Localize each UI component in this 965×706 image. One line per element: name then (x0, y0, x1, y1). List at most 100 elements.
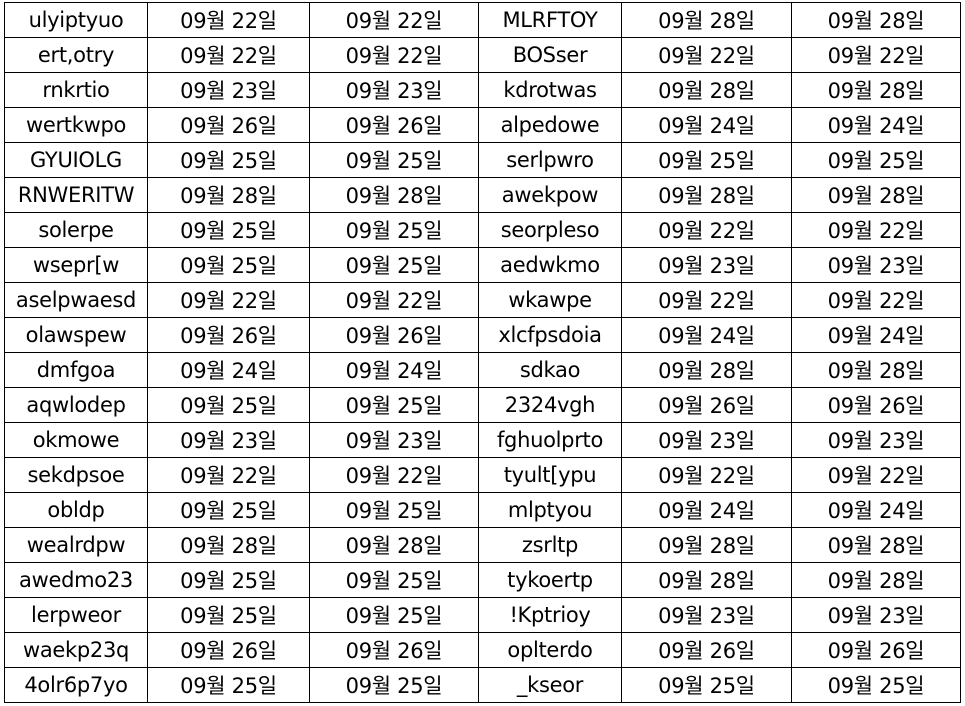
name-cell[interactable]: sdkao (478, 352, 622, 388)
date-cell[interactable]: 09월 26일 (147, 107, 310, 143)
date-cell[interactable]: 09월 25일 (621, 667, 792, 703)
name-cell[interactable]: aedwkmo (478, 247, 622, 283)
name-cell[interactable]: waekp23q (4, 632, 148, 668)
name-cell[interactable]: aqwlodep (4, 387, 148, 423)
date-cell[interactable]: 09월 22일 (147, 2, 310, 38)
date-cell[interactable]: 09월 24일 (791, 317, 961, 353)
date-cell[interactable]: 09월 28일 (147, 527, 310, 563)
date-cell[interactable]: 09월 26일 (791, 387, 961, 423)
date-cell[interactable]: 09월 26일 (309, 632, 479, 668)
name-cell[interactable]: _kseor (478, 667, 622, 703)
name-cell[interactable]: kdrotwas (478, 72, 622, 108)
date-cell[interactable]: 09월 28일 (791, 352, 961, 388)
name-cell[interactable]: sekdpsoe (4, 457, 148, 493)
date-cell[interactable]: 09월 23일 (621, 422, 792, 458)
date-cell[interactable]: 09월 24일 (791, 492, 961, 528)
name-cell[interactable]: lerpweor (4, 597, 148, 633)
date-cell[interactable]: 09월 25일 (147, 212, 310, 248)
date-cell[interactable]: 09월 22일 (791, 457, 961, 493)
date-cell[interactable]: 09월 22일 (621, 282, 792, 318)
name-cell[interactable]: 4olr6p7yo (4, 667, 148, 703)
date-cell[interactable]: 09월 28일 (791, 527, 961, 563)
name-cell[interactable]: GYUIOLG (4, 142, 148, 178)
date-cell[interactable]: 09월 26일 (147, 632, 310, 668)
date-cell[interactable]: 09월 22일 (309, 37, 479, 73)
date-cell[interactable]: 09월 25일 (791, 667, 961, 703)
date-cell[interactable]: 09월 23일 (791, 597, 961, 633)
date-cell[interactable]: 09월 26일 (621, 632, 792, 668)
date-cell[interactable]: 09월 22일 (309, 282, 479, 318)
name-cell[interactable]: 2324vgh (478, 387, 622, 423)
name-cell[interactable]: serlpwro (478, 142, 622, 178)
date-cell[interactable]: 09월 25일 (309, 667, 479, 703)
date-cell[interactable]: 09월 28일 (309, 177, 479, 213)
date-cell[interactable]: 09월 24일 (791, 107, 961, 143)
date-cell[interactable]: 09월 24일 (621, 107, 792, 143)
date-cell[interactable]: 09월 22일 (791, 212, 961, 248)
name-cell[interactable]: MLRFTOY (478, 2, 622, 38)
date-cell[interactable]: 09월 25일 (147, 597, 310, 633)
date-cell[interactable]: 09월 25일 (309, 387, 479, 423)
date-cell[interactable]: 09월 23일 (621, 247, 792, 283)
date-cell[interactable]: 09월 24일 (147, 352, 310, 388)
date-cell[interactable]: 09월 28일 (621, 72, 792, 108)
date-cell[interactable]: 09월 23일 (791, 422, 961, 458)
date-cell[interactable]: 09월 23일 (309, 72, 479, 108)
name-cell[interactable]: ulyiptyuo (4, 2, 148, 38)
date-cell[interactable]: 09월 28일 (791, 562, 961, 598)
date-cell[interactable]: 09월 22일 (309, 2, 479, 38)
date-cell[interactable]: 09월 23일 (309, 422, 479, 458)
date-cell[interactable]: 09월 22일 (791, 282, 961, 318)
name-cell[interactable]: wealrdpw (4, 527, 148, 563)
name-cell[interactable]: dmfgoa (4, 352, 148, 388)
date-cell[interactable]: 09월 22일 (791, 37, 961, 73)
date-cell[interactable]: 09월 22일 (309, 457, 479, 493)
name-cell[interactable]: tykoertp (478, 562, 622, 598)
name-cell[interactable]: seorpleso (478, 212, 622, 248)
name-cell[interactable]: solerpe (4, 212, 148, 248)
name-cell[interactable]: wkawpe (478, 282, 622, 318)
name-cell[interactable]: aselpwaesd (4, 282, 148, 318)
date-cell[interactable]: 09월 26일 (621, 387, 792, 423)
date-cell[interactable]: 09월 22일 (147, 282, 310, 318)
date-cell[interactable]: 09월 25일 (309, 212, 479, 248)
name-cell[interactable]: olawspew (4, 317, 148, 353)
date-cell[interactable]: 09월 26일 (309, 107, 479, 143)
name-cell[interactable]: mlptyou (478, 492, 622, 528)
date-cell[interactable]: 09월 25일 (309, 562, 479, 598)
date-cell[interactable]: 09월 25일 (309, 597, 479, 633)
date-cell[interactable]: 09월 25일 (309, 492, 479, 528)
date-cell[interactable]: 09월 22일 (621, 212, 792, 248)
date-cell[interactable]: 09월 28일 (621, 2, 792, 38)
date-cell[interactable]: 09월 24일 (621, 317, 792, 353)
name-cell[interactable]: oplterdo (478, 632, 622, 668)
date-cell[interactable]: 09월 25일 (309, 142, 479, 178)
name-cell[interactable]: zsrltp (478, 527, 622, 563)
name-cell[interactable]: xlcfpsdoia (478, 317, 622, 353)
date-cell[interactable]: 09월 28일 (791, 177, 961, 213)
date-cell[interactable]: 09월 25일 (309, 247, 479, 283)
name-cell[interactable]: ert,otry (4, 37, 148, 73)
name-cell[interactable]: alpedowe (478, 107, 622, 143)
date-cell[interactable]: 09월 24일 (621, 492, 792, 528)
date-cell[interactable]: 09월 25일 (621, 142, 792, 178)
date-cell[interactable]: 09월 26일 (147, 317, 310, 353)
date-cell[interactable]: 09월 25일 (147, 667, 310, 703)
name-cell[interactable]: wertkwpo (4, 107, 148, 143)
name-cell[interactable]: RNWERITW (4, 177, 148, 213)
name-cell[interactable]: rnkrtio (4, 72, 148, 108)
date-cell[interactable]: 09월 23일 (147, 72, 310, 108)
date-cell[interactable]: 09월 25일 (147, 142, 310, 178)
date-cell[interactable]: 09월 23일 (621, 597, 792, 633)
date-cell[interactable]: 09월 26일 (309, 317, 479, 353)
date-cell[interactable]: 09월 22일 (621, 457, 792, 493)
date-cell[interactable]: 09월 25일 (147, 562, 310, 598)
date-cell[interactable]: 09월 25일 (791, 142, 961, 178)
date-cell[interactable]: 09월 23일 (147, 422, 310, 458)
date-cell[interactable]: 09월 26일 (791, 632, 961, 668)
date-cell[interactable]: 09월 28일 (621, 352, 792, 388)
date-cell[interactable]: 09월 28일 (621, 527, 792, 563)
date-cell[interactable]: 09월 25일 (147, 492, 310, 528)
date-cell[interactable]: 09월 28일 (309, 527, 479, 563)
date-cell[interactable]: 09월 25일 (147, 387, 310, 423)
